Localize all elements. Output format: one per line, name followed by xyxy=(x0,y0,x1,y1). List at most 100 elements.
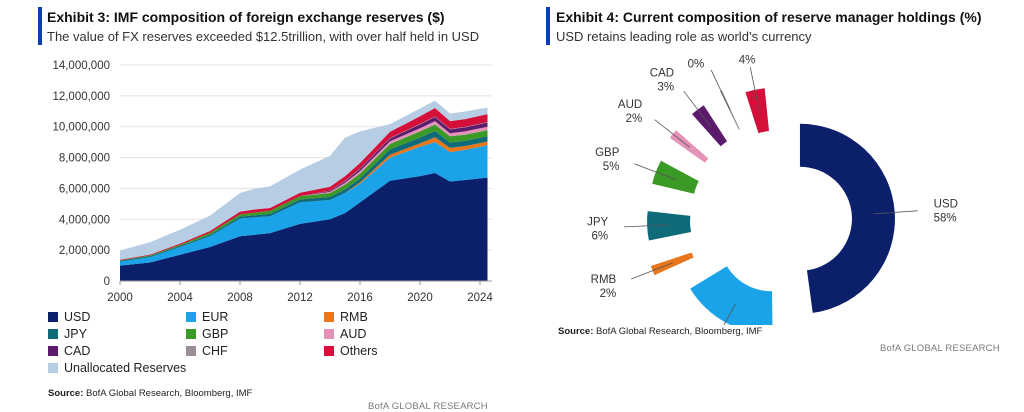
x-tick-label: 2016 xyxy=(347,292,373,304)
donut-label-usd: USD xyxy=(934,199,958,211)
area-chart-legend: USD EUR RMB JPY GBP AUD CAD CHF Others Unallocate… xyxy=(48,310,468,380)
donut-slices xyxy=(647,88,895,325)
legend-item-rmb: RMB xyxy=(324,310,368,324)
legend-item-chf: CHF xyxy=(186,344,228,358)
legend-swatch xyxy=(186,312,196,322)
donut-value-chf: 0% xyxy=(688,58,705,70)
legend-item-others: Others xyxy=(324,344,378,358)
area-series-gbp xyxy=(120,124,488,261)
donut-label-aud: AUD xyxy=(618,99,642,111)
legend-swatch xyxy=(186,329,196,339)
legend-swatch xyxy=(48,346,58,356)
area-series-eur xyxy=(120,142,488,266)
donut-slice-cad xyxy=(692,105,728,147)
exhibit4-source-label: Source: xyxy=(558,326,594,337)
donut-label-gbp: GBP xyxy=(595,147,620,159)
donut-leader-gbp xyxy=(634,163,677,180)
area-series-cad xyxy=(120,116,488,261)
donut-slice-eur xyxy=(690,266,773,325)
exhibit3-title: Exhibit 3: IMF composition of foreign ex… xyxy=(47,9,445,25)
legend-swatch xyxy=(48,363,58,373)
legend-label: Unallocated Reserves xyxy=(64,361,187,375)
legend-swatch xyxy=(324,312,334,322)
donut-label-jpy: JPY xyxy=(587,217,608,229)
y-tick-label: 8,000,000 xyxy=(59,153,110,165)
donut-leader-jpy xyxy=(624,224,669,228)
legend-label: RMB xyxy=(340,310,368,324)
donut-leader-rmb xyxy=(630,262,673,280)
legend-label: USD xyxy=(64,310,91,324)
legend-item-gbp: GBP xyxy=(186,327,228,341)
legend-swatch xyxy=(48,329,58,339)
x-tick-label: 2004 xyxy=(167,292,193,304)
legend-swatch xyxy=(324,329,334,339)
exhibit3-accent-bar xyxy=(38,7,42,45)
donut-slice-usd xyxy=(799,123,895,313)
legend-swatch xyxy=(186,346,196,356)
area-chart-layers xyxy=(120,100,488,281)
y-tick-label: 4,000,000 xyxy=(59,214,110,226)
donut-labels: USD58%EUR20%RMB2%JPY6%GBP5%AUD2%CAD3%CHF… xyxy=(587,55,958,325)
donut-label-rmb: RMB xyxy=(591,274,617,286)
exhibit3-source-text: BofA Global Research, Bloomberg, IMF xyxy=(83,388,253,399)
exhibit3-subtitle: The value of FX reserves exceeded $12.5t… xyxy=(47,29,480,44)
legend-label: EUR xyxy=(202,310,229,324)
legend-label: GBP xyxy=(202,327,229,341)
exhibit4-source-text: BofA Global Research, Bloomberg, IMF xyxy=(593,326,763,337)
donut-label-chf: CHF xyxy=(681,55,705,56)
y-tick-label: 2,000,000 xyxy=(59,245,110,257)
legend-item-jpy: JPY xyxy=(48,327,87,341)
exhibit4-source: Source: BofA Global Research, Bloomberg,… xyxy=(558,326,762,337)
x-tick-label: 2012 xyxy=(287,292,313,304)
donut-leader-usd xyxy=(873,210,918,215)
y-tick-label: 6,000,000 xyxy=(59,183,110,195)
donut-leader-cad xyxy=(683,90,712,127)
donut-leader-chf xyxy=(710,69,731,111)
donut-value-jpy: 6% xyxy=(592,231,609,243)
donut-label-cad: CAD xyxy=(650,67,674,79)
legend-label: AUD xyxy=(340,327,367,341)
exhibit3-source: Source: BofA Global Research, Bloomberg,… xyxy=(48,388,252,399)
legend-label: CHF xyxy=(202,344,228,358)
donut-leader-eur xyxy=(723,303,737,325)
donut-chart: USD58%EUR20%RMB2%JPY6%GBP5%AUD2%CAD3%CHF… xyxy=(587,55,958,325)
legend-item-cad: CAD xyxy=(48,344,90,358)
legend-label: JPY xyxy=(64,327,87,341)
y-tick-label: 0 xyxy=(104,276,110,288)
area-series-usd xyxy=(120,173,488,281)
x-tick-label: 2024 xyxy=(467,292,493,304)
donut-leader-aud xyxy=(654,119,690,148)
exhibit3-source-label: Source: xyxy=(48,388,84,399)
area-chart-axes: 0 2,000,000 4,000,000 6,000,000 8,000,000 10,… xyxy=(52,60,493,304)
donut-value-usd: 58% xyxy=(934,213,957,225)
x-tick-label: 2020 xyxy=(407,292,433,304)
y-tick-label: 12,000,000 xyxy=(52,91,110,103)
area-chart: 0 2,000,000 4,000,000 6,000,000 8,000,000 10,… xyxy=(52,60,493,304)
donut-value-gbp: 5% xyxy=(603,161,620,173)
donut-slice-jpy xyxy=(647,211,692,241)
x-tick-label: 2008 xyxy=(227,292,253,304)
donut-slice-gbp xyxy=(652,160,699,194)
legend-item-aud: AUD xyxy=(324,327,366,341)
exhibit4-brand: BofA GLOBAL RESEARCH xyxy=(880,343,1000,354)
legend-swatch xyxy=(48,312,58,322)
exhibit3-brand: BofA GLOBAL RESEARCH xyxy=(368,401,488,412)
y-tick-label: 10,000,000 xyxy=(52,122,110,134)
area-series-unallocated-reserves xyxy=(120,100,488,260)
legend-label: Others xyxy=(340,344,378,358)
legend-item-unallocated-reserves: Unallocated Reserves xyxy=(48,361,186,375)
donut-slice-rmb xyxy=(650,252,694,276)
area-series-others xyxy=(120,108,488,261)
donut-value-aud: 2% xyxy=(626,113,643,125)
legend-item-usd: USD xyxy=(48,310,90,324)
area-series-jpy xyxy=(120,131,488,262)
area-series-aud xyxy=(120,121,488,261)
donut-leader-others xyxy=(749,67,760,111)
legend-item-eur: EUR xyxy=(186,310,228,324)
legend-swatch xyxy=(324,346,334,356)
donut-value-rmb: 2% xyxy=(600,288,617,300)
donut-value-others: 4% xyxy=(739,55,756,67)
area-series-rmb xyxy=(120,137,488,262)
donut-value-cad: 3% xyxy=(657,81,674,93)
donut-slice-others xyxy=(745,88,770,134)
